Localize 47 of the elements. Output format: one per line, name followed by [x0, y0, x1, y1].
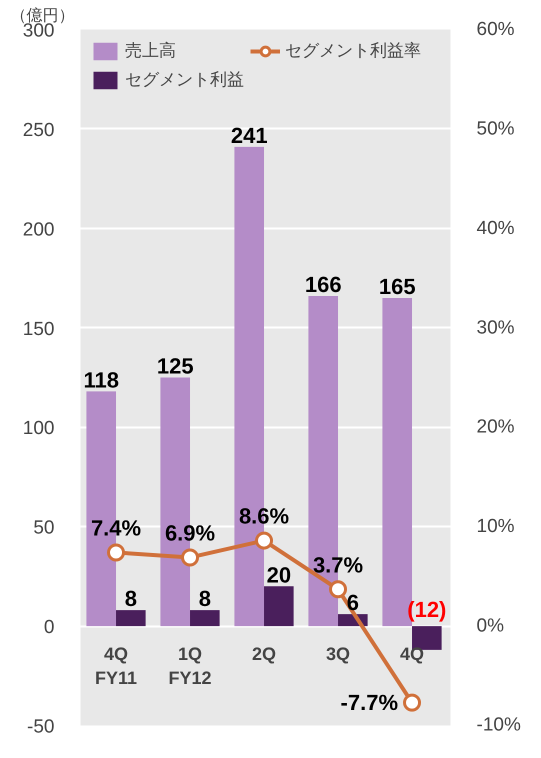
y2-tick-label: 50% [476, 118, 515, 140]
bar [116, 610, 146, 626]
y2-tick-label: -10% [476, 714, 521, 736]
data-label: 166 [304, 272, 342, 297]
data-label: 125 [156, 354, 194, 378]
y-tick-label: -50 [27, 716, 55, 738]
data-label: 165 [378, 274, 416, 299]
y2-tick-label: 0% [476, 616, 504, 637]
y-tick-label: 250 [22, 120, 54, 141]
x-tick-label: 1Q FY12 [168, 644, 212, 688]
bar [190, 610, 220, 626]
y2-tick-label: 30% [476, 317, 515, 338]
point [403, 694, 422, 712]
y-tick-label: 150 [22, 318, 54, 340]
data-label: 8.6% [238, 504, 290, 529]
y2-tick-label: 60% [476, 19, 515, 40]
data-label: 8 [124, 586, 137, 612]
x-tick-label: 4Q FY11 [95, 644, 138, 688]
x-tick-label: 3Q [326, 644, 350, 664]
y-axis-title: （億円） [10, 6, 74, 24]
bar [264, 586, 294, 626]
data-label: (12) [407, 597, 446, 622]
point [181, 548, 200, 566]
y2-tick-label: 20% [476, 416, 515, 438]
legend-label: セグメント利益率 [285, 40, 421, 62]
point [107, 544, 126, 562]
x-tick-label: 4Q [400, 644, 424, 664]
point [255, 532, 274, 550]
y-tick-label: 100 [22, 418, 54, 440]
data-label: -7.7% [340, 690, 398, 716]
y-tick-label: 0 [44, 617, 55, 638]
point [329, 580, 348, 598]
data-label: 8 [198, 586, 211, 612]
y2-tick-label: 40% [476, 218, 515, 239]
y-tick-label: 50 [33, 518, 55, 539]
legend-label: セグメント利益 [125, 69, 244, 91]
data-label: 7.4% [90, 515, 142, 540]
data-label: 6.9% [164, 520, 216, 546]
y-tick-label: 200 [22, 219, 54, 240]
x-tick-label: 2Q [252, 644, 276, 664]
data-label: 20 [266, 562, 292, 588]
data-label: 3.7% [312, 552, 364, 578]
y2-tick-label: 10% [476, 516, 515, 538]
legend-label: 売上高 [125, 40, 176, 62]
data-label: 241 [230, 122, 268, 148]
data-label: 6 [346, 590, 359, 616]
data-label: 118 [83, 367, 119, 392]
